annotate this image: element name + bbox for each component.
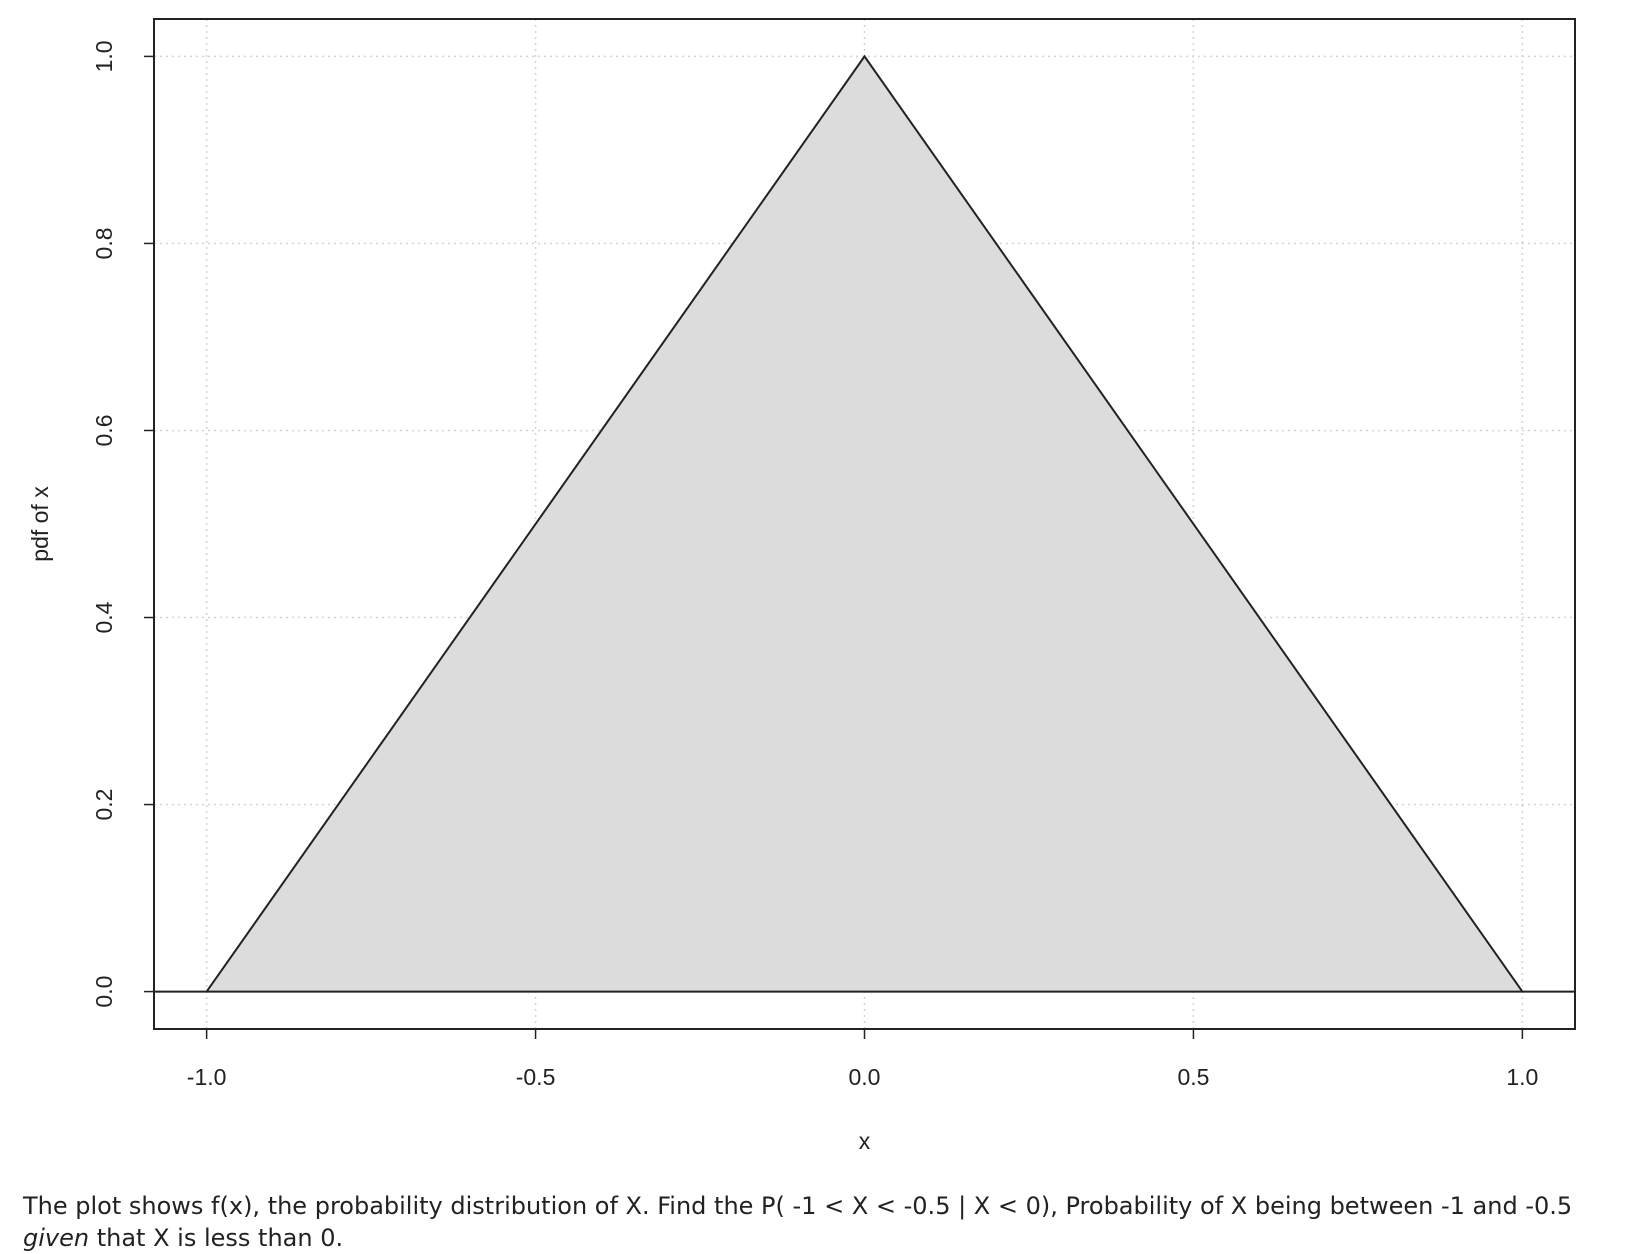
chart: -1.0 -0.5 0.0 0.5 1.0 0.0 0.2 0.4 0.6 0.8 1.0 x pdf … (27, 18, 1576, 1154)
caption: The plot shows f(x), the probability dis… (23, 1190, 1633, 1254)
caption-text: that X is less than 0. (89, 1224, 344, 1252)
plot-frame (153, 18, 1576, 1030)
x-tick-label: 0.5 (1177, 1064, 1209, 1090)
x-axis-label: x (859, 1128, 871, 1154)
caption-emphasis: given (23, 1224, 90, 1252)
caption-text: The plot shows f(x), the probability dis… (23, 1192, 1573, 1220)
y-tick-label: 0.4 (91, 601, 117, 633)
y-tick-label: 0.2 (91, 789, 117, 821)
y-tick-label: 0.8 (91, 227, 117, 259)
line (205, 54, 1524, 993)
y-tick-label: 1.0 (91, 40, 117, 72)
x-tick-label: 0.0 (849, 1064, 881, 1090)
y-axis-label: pdf of x (27, 486, 53, 562)
area (206, 56, 1523, 992)
x-tick-label: -0.5 (516, 1064, 556, 1090)
y-tick-label: 0.6 (91, 414, 117, 446)
y-tick-label: 0.0 (91, 976, 117, 1008)
x-tick-label: 1.0 (1506, 1064, 1538, 1090)
x-tick-label: -1.0 (187, 1064, 227, 1090)
